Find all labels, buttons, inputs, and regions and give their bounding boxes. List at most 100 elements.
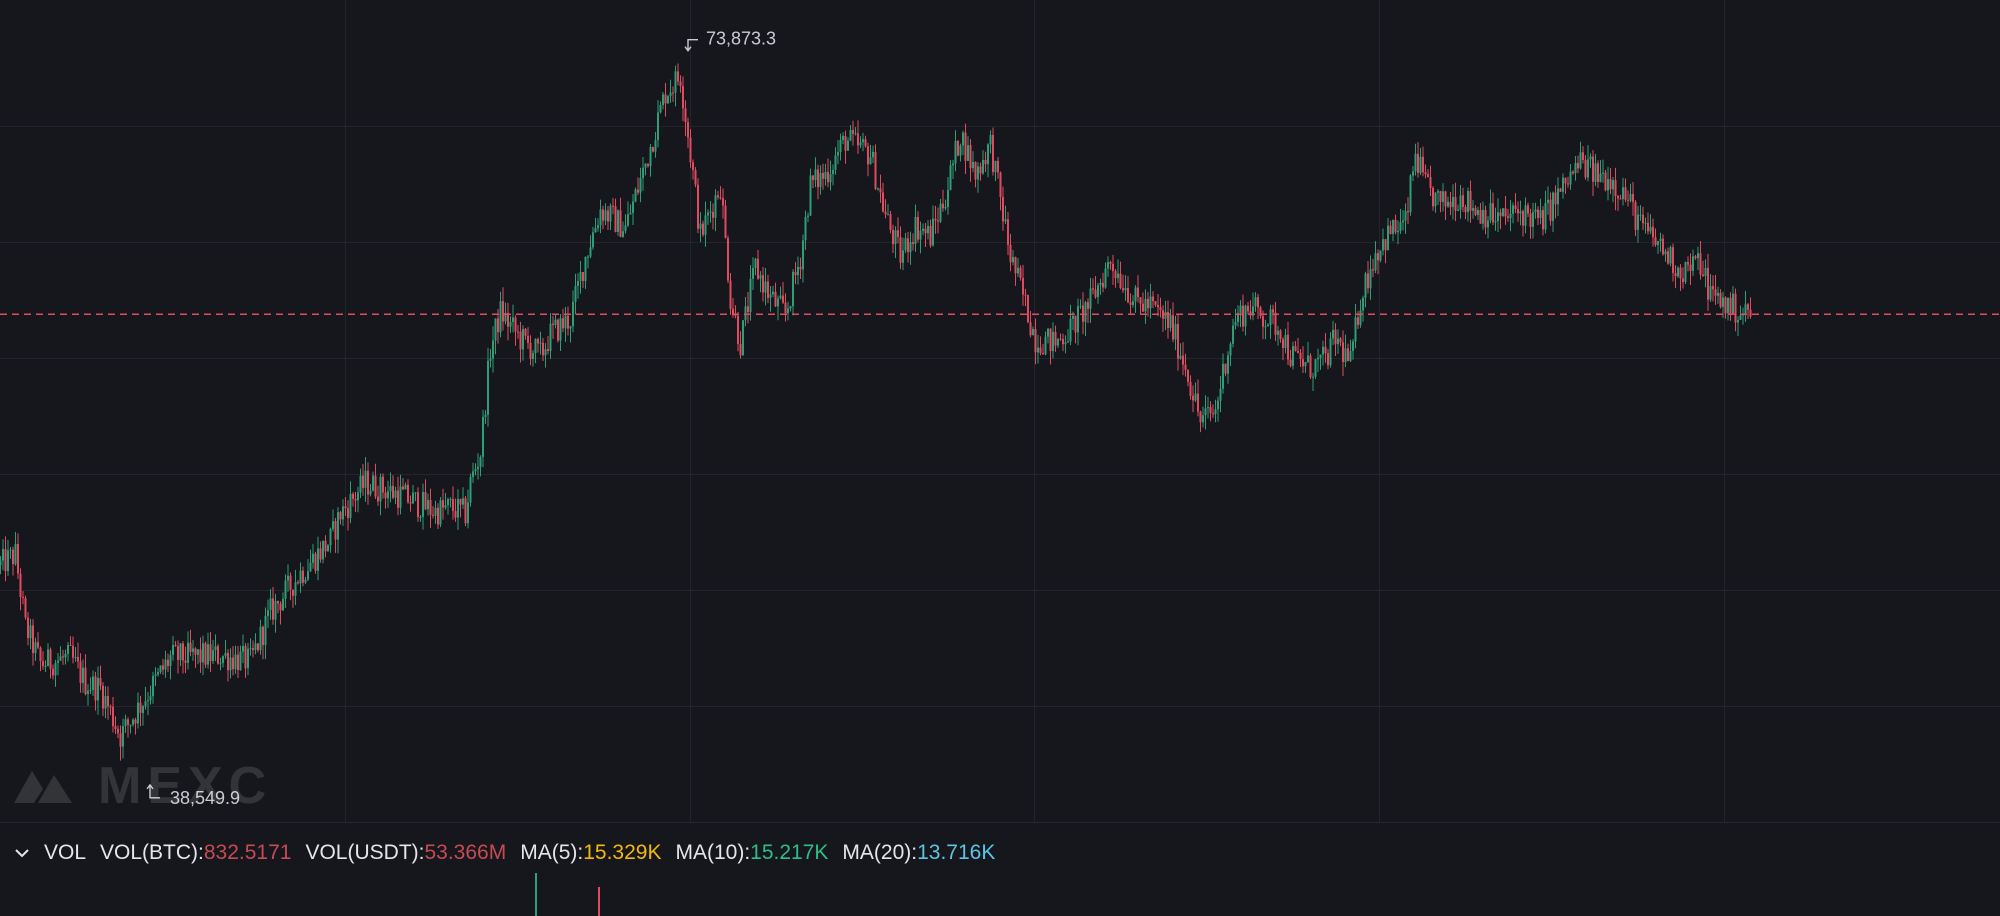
candle-body [737,315,739,344]
high-price-label: 73,873.3 [706,29,776,49]
candle-body [1232,325,1234,344]
candle-body [1707,267,1709,300]
candle-body [399,486,402,508]
candle-body [1249,311,1252,316]
candle-body [579,271,582,281]
candle-body [1062,339,1064,345]
candle-body [849,129,852,141]
candle-body [592,232,594,248]
candle-body [49,649,52,669]
candle-body [354,498,357,501]
candle-body [1009,244,1012,263]
candle-body [1414,153,1417,172]
candle-body [914,216,917,244]
candle-body [9,549,12,551]
candle-body [1544,203,1547,230]
candle-body [1597,163,1599,182]
candle-body [1529,213,1532,227]
candle-body [522,328,524,350]
candle-body [174,645,177,647]
candle-body [1267,324,1269,327]
candle-body [1634,202,1637,230]
candle-body [19,573,22,598]
candle-body [719,197,722,199]
candle-body [162,665,164,670]
vol-indicator-label[interactable]: VOL [44,841,87,864]
candle-body [1002,197,1004,222]
candle-body [1352,341,1354,352]
candle-body [1672,247,1674,273]
candle-body [1387,225,1389,251]
candle-body [714,195,717,218]
candle-body [1047,328,1049,337]
candle-body [724,205,727,239]
candle-body [1104,268,1107,288]
candle-body [1504,208,1507,217]
candle-body [679,81,682,87]
candle-body [1184,364,1187,370]
candle-body [189,642,192,652]
candle-body [1482,209,1484,224]
candle-body [137,702,139,724]
candle-body [1049,328,1052,352]
candlestick-chart[interactable]: 73,873.3 38,549.9 MEXC [0,0,2000,822]
candle-body [799,266,802,270]
candle-body [392,485,394,498]
candle-body [332,521,334,529]
candle-body [132,719,134,725]
candle-body [1709,286,1712,300]
candle-body [892,229,894,245]
candle-body [1589,156,1592,160]
candle-body [582,271,584,282]
candle-body [1039,347,1042,354]
candle-body [797,266,799,276]
candle-body [47,649,49,667]
candle-body [519,331,522,350]
candle-body [1724,297,1727,314]
candle-body [197,649,199,655]
candle-body [514,317,517,332]
candle-body [907,238,909,253]
candle-body [142,706,144,713]
candle-body [44,666,47,668]
candle-body [129,724,132,726]
candle-body [484,414,487,417]
candle-body [402,486,404,490]
candle-body [1399,222,1402,232]
candle-body [34,642,37,654]
candle-body [574,285,577,302]
ma20-label: MA(20): [842,841,918,864]
candle-body [1747,304,1749,310]
candle-body [622,231,624,237]
candle-body [1244,305,1247,327]
chevron-down-icon[interactable] [14,845,30,861]
candle-body [299,570,302,584]
candle-body [544,349,547,356]
candle-body [187,642,189,663]
candle-body [647,163,649,167]
candle-body [1304,362,1307,367]
candle-body [344,506,347,509]
candle-body [1322,346,1324,355]
candle-body [787,308,789,314]
candle-body [847,140,849,151]
candle-body [437,507,439,525]
candle-body [27,617,29,639]
candle-body [989,134,992,145]
candle-body [1524,205,1527,226]
candle-body [1217,400,1219,410]
candle-body [654,140,657,152]
candle-body [982,160,984,174]
candle-body [669,92,672,97]
candle-body [984,160,987,165]
candle-body [904,238,907,251]
candle-body [82,667,84,683]
candle-body [2,549,4,561]
candle-body [1519,211,1522,214]
candle-body [1324,346,1327,354]
candle-body [759,275,762,279]
candle-body [1292,346,1294,366]
candle-body [789,306,792,309]
candle-body [614,206,617,232]
candle-body [287,575,289,581]
